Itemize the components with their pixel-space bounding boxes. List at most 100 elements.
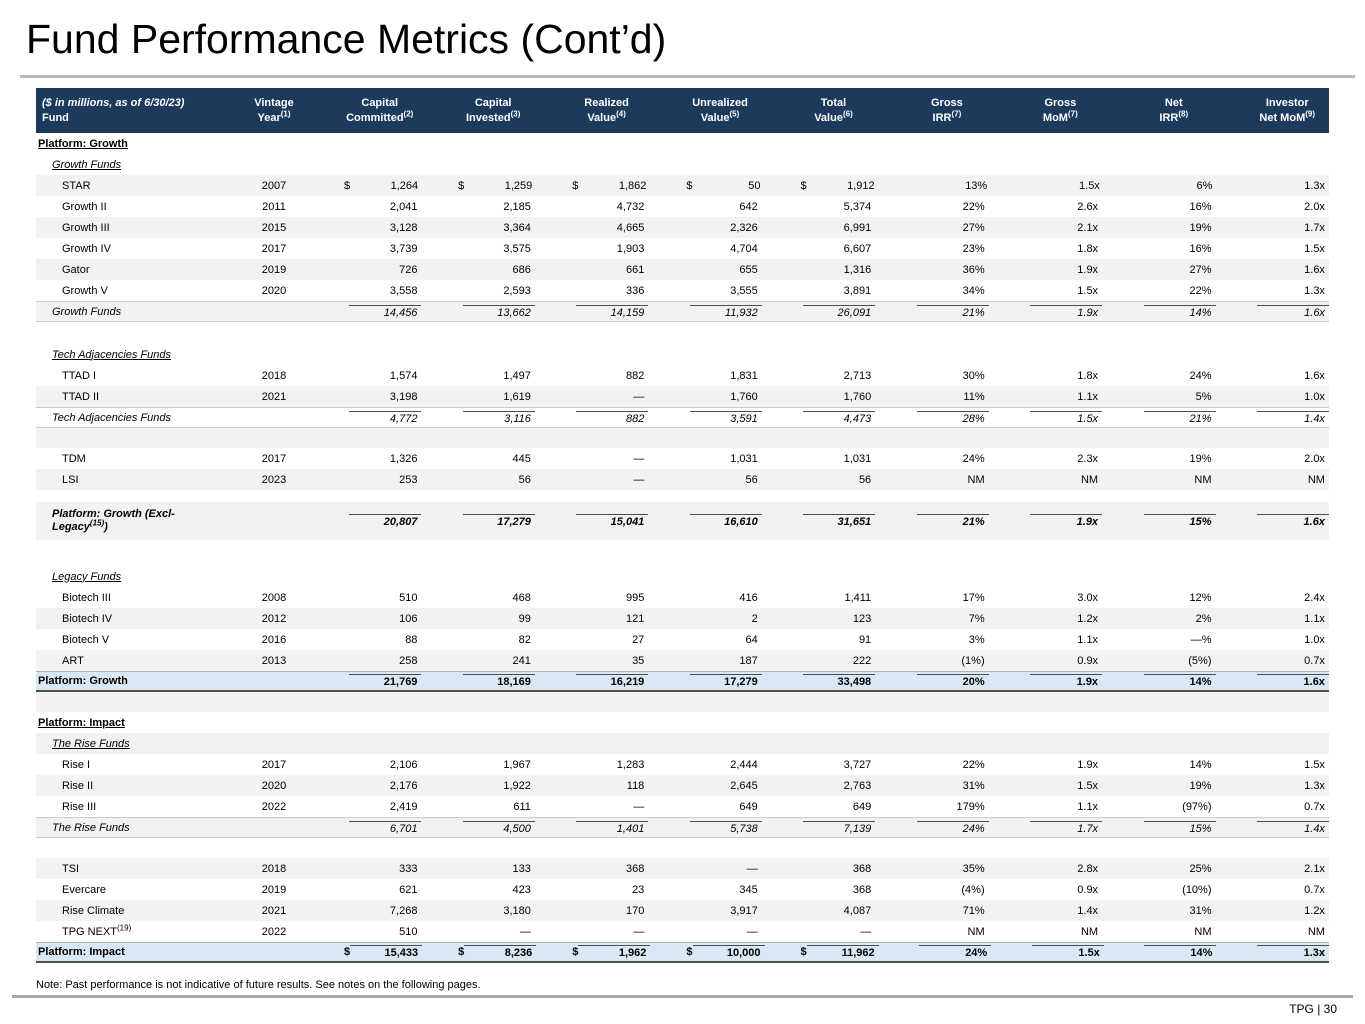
value-cell-net-irr: 19% [1102,448,1215,469]
vintage-year-cell: 2017 [261,242,287,255]
fund-label: Rise II [62,779,94,792]
cell-value: 14% [1143,304,1216,319]
fund-label: Legacy Funds [52,570,122,583]
cell-value: 416 [739,591,758,604]
value-cell-gross-irr: 34% [875,280,988,301]
cell-value: 1.2x [1304,904,1325,917]
cell-value: 3,116 [462,410,535,425]
cell-value: 1.6x [1256,304,1329,319]
value-cell-capital-invested: 1,497 [421,365,534,386]
value-cell-realized-value: 661 [535,259,648,280]
cell-value: NM [967,925,985,938]
dollar-sign: $ [686,179,693,192]
value-cell-capital-invested: 468 [421,587,534,608]
value-cell-total-value: $1,912 [765,175,879,196]
value-cell-investor-net-mom: 1.6x [1216,365,1329,386]
cell-value: 7% [968,612,985,625]
cell-value: 2,444 [730,758,758,771]
value-cell-net-irr: 19% [1102,775,1215,796]
header-cell-fund: ($ in millions, as of 6/30/23) Fund [36,88,240,133]
value-cell-unrealized-value: 1,031 [648,448,761,469]
value-cell-realized-value: 121 [535,608,648,629]
header-line1: Realized [584,96,629,109]
value-cell-realized-value: 1,903 [535,238,648,259]
row-platform-header: Platform: Growth [36,133,1329,154]
dollar-sign: $ [458,179,465,192]
dollar-sign: $ [800,179,807,192]
value-cell-total-value: 1,411 [762,587,875,608]
cell-value: 1.5x [1079,179,1100,192]
value-cell-total-value: 3,891 [762,280,875,301]
value-cell-net-irr: 2% [1102,608,1215,629]
cell-value: 1.3x [1304,779,1325,792]
value-cell-capital-invested: 56 [421,469,534,490]
cell-value: 1.2x [1077,612,1099,625]
fund-label: Platform: Impact [38,946,125,958]
value-cell-gross-mom: NM [989,469,1102,490]
value-cell-capital-invested: 133 [421,858,534,879]
dollar-sign: $ [572,946,579,958]
cell-value: 3,891 [843,284,872,297]
value-cell-gross-irr: 20% [875,672,989,690]
cell-value: 11,932 [689,304,762,319]
cell-value: (5%) [1188,654,1212,667]
fund-label: The Rise Funds [52,737,130,750]
cell-value: 35% [962,862,985,875]
value-cell-gross-irr: 21% [875,302,989,321]
cell-value: 2,645 [730,779,758,792]
value-cell-net-irr: 14% [1102,754,1215,775]
cell-value: 1.9x [1077,758,1099,771]
value-cell-realized-value: 336 [535,280,648,301]
value-cell-investor-net-mom: 0.7x [1216,879,1329,900]
cell-value: 3,591 [689,410,762,425]
cell-value: 2,763 [843,779,872,792]
value-cell-gross-irr: 21% [875,502,989,540]
cell-value: 6,607 [843,242,872,255]
cell-value: 649 [852,800,872,813]
cell-value: 2.4x [1304,591,1325,604]
fund-label: Biotech IV [62,612,113,625]
value-cell-realized-value: 882 [535,408,649,427]
value-cell-unrealized-value: $50 [650,175,764,196]
value-cell-total-value: 6,991 [762,217,875,238]
row-fund: TPG NEXT(19) 2022 510 — — — — NM NM NM NM [36,921,1329,942]
cell-value: 4,704 [730,242,758,255]
value-cell-unrealized-value: 5,738 [648,818,762,837]
value-cell-realized-value: 4,732 [535,196,648,217]
cell-value: 1.7x [1304,221,1325,234]
value-cell-total-value: — [762,921,875,942]
cell-value: 423 [512,883,531,896]
cell-value: — [633,800,645,813]
value-cell-gross-mom: 2.8x [989,858,1102,879]
value-cell-investor-net-mom: 1.6x [1216,302,1329,321]
cell-value: 2.8x [1077,862,1099,875]
header-cell-unrealized-value: Unrealized Value(5) [648,88,761,133]
value-cell-realized-value: — [535,469,648,490]
cell-value: 2,593 [503,284,531,297]
cell-value: 15,041 [576,514,649,528]
value-cell-net-irr: 5% [1102,386,1215,407]
value-cell-net-irr: 25% [1102,858,1215,879]
value-cell-capital-committed: 621 [308,879,421,900]
cell-value: 2 [751,612,758,625]
vintage-year-cell: 2016 [261,633,287,646]
value-cell-total-value: 33,498 [762,672,876,690]
cell-value: 1,411 [844,591,872,604]
cell-value: 2,713 [843,369,872,382]
header-line1: Total [820,96,847,109]
cell-value: 1.4x [1256,410,1329,425]
value-cell-realized-value: 16,219 [535,672,649,690]
cell-value: 13,662 [462,304,535,319]
cell-value: 2,106 [389,758,418,771]
row-group-header: The Rise Funds [36,733,1329,754]
header-fund-label: Fund [42,111,69,124]
vintage-year-cell: 2021 [261,904,287,917]
row-fund: TSI 2018 333 133 368 — 368 35% 2.8x 25% 2.1x [36,858,1329,879]
cell-value: 1.5x [1077,779,1099,792]
cell-value: (4%) [961,883,985,896]
row-fund: Gator 2019 726 686 661 655 1,316 36% 1.9x 27% 1.6x [36,259,1329,280]
cell-value: 56 [745,473,758,486]
header-cell-capital-committed: Capital Committed(2) [308,88,421,133]
row-fund: Biotech III 2008 510 468 995 416 1,411 17% 3.0x 1… [36,587,1329,608]
value-cell-investor-net-mom: 2.0x [1216,196,1329,217]
